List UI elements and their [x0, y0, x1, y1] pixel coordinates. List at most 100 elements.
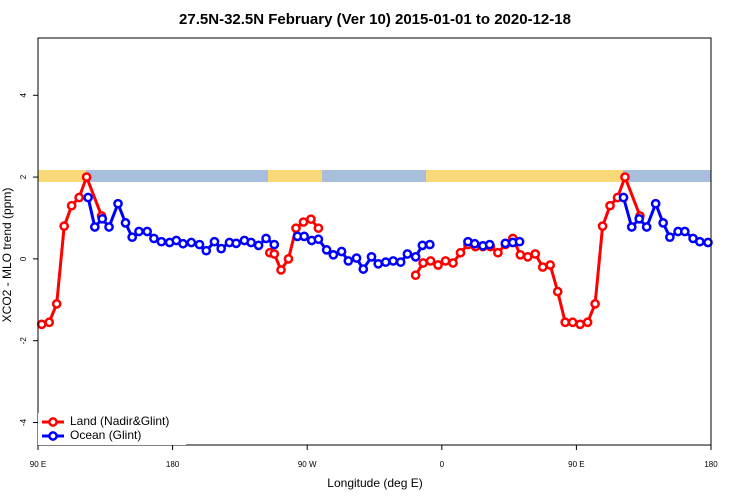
- data-point: [269, 239, 280, 250]
- data-point: [590, 299, 600, 309]
- data-point: [306, 214, 316, 225]
- legend-label: Ocean (Glint): [70, 428, 141, 442]
- data-point: [36, 319, 47, 330]
- data-point: [514, 236, 525, 247]
- data-point: [380, 257, 391, 268]
- plot-frame: [37, 37, 712, 446]
- x-tick-label: 90 E: [30, 460, 46, 469]
- data-point: [424, 239, 435, 250]
- data-point: [522, 251, 533, 262]
- y-tick-label: -2: [19, 337, 28, 345]
- data-point: [366, 251, 377, 262]
- data-point: [291, 223, 301, 234]
- data-point: [658, 218, 668, 228]
- y-tick-label: 2: [19, 174, 28, 179]
- data-point: [299, 231, 310, 242]
- data-point: [269, 249, 280, 259]
- data-point: [81, 172, 92, 182]
- data-point: [246, 237, 256, 248]
- data-point: [417, 240, 428, 251]
- data-point: [328, 249, 339, 260]
- data-point: [418, 258, 428, 268]
- land-strip: [426, 170, 623, 182]
- data-point: [620, 172, 630, 182]
- data-point: [51, 299, 62, 309]
- data-point: [395, 257, 406, 268]
- data-point: [44, 317, 55, 328]
- data-point: [545, 260, 556, 270]
- data-point: [104, 222, 114, 232]
- data-point: [83, 192, 93, 203]
- legend-label: Land (Nadir&Glint): [70, 414, 169, 428]
- data-point: [388, 256, 399, 266]
- land-strip: [38, 170, 86, 182]
- data-point: [313, 223, 324, 234]
- data-point: [343, 256, 354, 266]
- data-point: [552, 286, 563, 297]
- x-tick-label: 90 W: [298, 460, 317, 469]
- data-point: [253, 240, 264, 251]
- data-point: [703, 237, 713, 248]
- x-tick-label: 0: [440, 460, 445, 469]
- data-point: [373, 258, 384, 269]
- data-point: [298, 217, 309, 227]
- data-point: [582, 317, 593, 328]
- data-point: [276, 265, 286, 275]
- data-point: [641, 222, 652, 232]
- data-point: [194, 239, 205, 250]
- plot-area: [36, 172, 713, 330]
- y-tick-label: -4: [19, 418, 28, 426]
- data-point: [321, 245, 332, 255]
- data-point: [493, 247, 503, 258]
- data-point: [351, 253, 362, 263]
- chart-title: 27.5N-32.5N February (Ver 10) 2015-01-01…: [179, 11, 571, 28]
- data-point: [694, 236, 705, 247]
- data-point: [127, 232, 138, 243]
- data-point: [134, 226, 144, 237]
- legend-box: [38, 413, 186, 445]
- data-point: [66, 200, 77, 211]
- data-point: [156, 236, 167, 247]
- land-strip: [268, 170, 322, 182]
- data-point: [178, 238, 188, 249]
- data-point: [634, 213, 645, 224]
- data-point: [358, 264, 369, 274]
- data-point: [186, 237, 197, 248]
- data-point: [650, 198, 661, 209]
- data-point: [231, 238, 242, 249]
- data-point: [665, 232, 675, 243]
- data-point: [89, 222, 100, 232]
- legend-marker: [48, 417, 58, 427]
- surface-strip: [38, 170, 711, 182]
- data-point: [515, 249, 526, 260]
- data-point: [626, 222, 637, 232]
- data-point: [74, 192, 84, 203]
- data-point: [560, 317, 571, 328]
- y-tick-label: 0: [19, 256, 28, 261]
- data-point: [97, 213, 108, 224]
- data-point: [575, 319, 585, 330]
- data-point: [113, 198, 123, 209]
- data-point: [201, 245, 212, 256]
- data-point: [469, 238, 480, 249]
- x-tick-label: 90 E: [568, 460, 584, 469]
- legend-marker: [48, 431, 58, 441]
- x-tick-label: 180: [704, 460, 718, 469]
- data-point: [313, 234, 324, 245]
- data-point: [433, 260, 443, 270]
- data-point: [679, 226, 690, 237]
- data-point: [216, 243, 227, 254]
- data-point: [120, 218, 131, 228]
- data-point: [336, 246, 347, 257]
- data-point: [537, 262, 548, 272]
- data-point: [402, 249, 413, 259]
- data-point: [455, 247, 466, 258]
- data-point: [440, 256, 451, 266]
- data-point: [484, 239, 495, 250]
- data-point: [283, 254, 294, 264]
- data-point: [410, 270, 421, 281]
- data-point: [59, 221, 70, 232]
- y-axis-label: XCO2 - MLO trend (ppm): [0, 188, 14, 323]
